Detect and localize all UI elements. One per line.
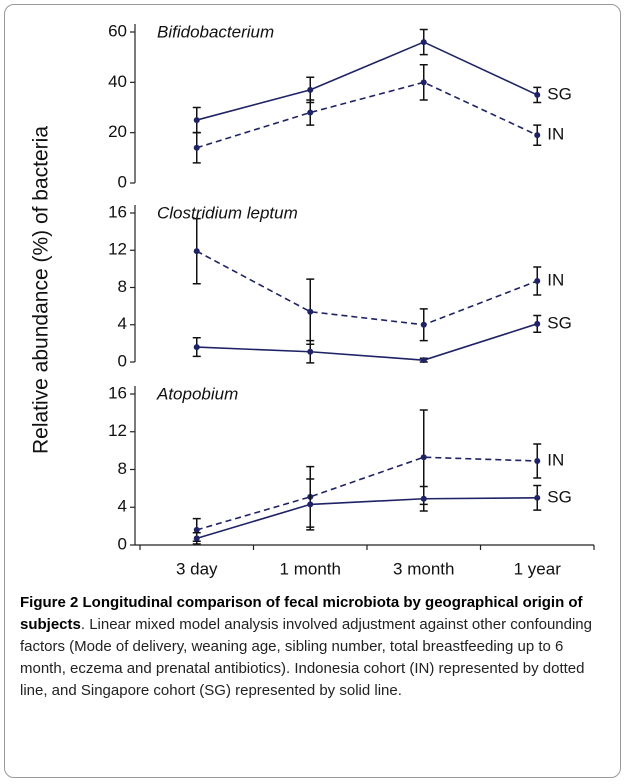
y-tick-label: 8: [118, 459, 127, 478]
y-tick-label: 0: [118, 351, 127, 370]
series-label: IN: [547, 125, 564, 144]
y-tick-label: 4: [118, 497, 127, 516]
y-tick-label: 16: [108, 202, 127, 221]
chart: Relative abundance (%) of bacteria Bifid…: [30, 21, 595, 578]
panel-title: Bifidobacterium: [157, 22, 274, 41]
series-line: [196, 250, 538, 326]
series-line: [196, 81, 538, 149]
y-tick-label: 12: [108, 240, 127, 259]
point: [420, 495, 427, 502]
panel-title: Clostridium leptum: [157, 203, 298, 222]
y-tick-label: 40: [108, 72, 127, 91]
y-tick-label: 4: [118, 314, 127, 333]
series-line: [196, 456, 538, 531]
caption-text: . Linear mixed model analysis involved a…: [20, 616, 592, 699]
series-line: [196, 323, 538, 361]
y-axis-label: Relative abundance (%) of bacteria: [30, 126, 53, 454]
caption-title: Figure 2 Longitudinal comparison of feca…: [20, 594, 583, 633]
series-line: [196, 41, 538, 121]
point: [534, 277, 541, 284]
point: [307, 109, 314, 116]
point: [193, 535, 200, 542]
point: [420, 321, 427, 328]
y-tick-label: 60: [108, 21, 127, 40]
point: [534, 458, 541, 465]
series-label: SG: [547, 313, 572, 332]
point: [534, 494, 541, 501]
point: [193, 144, 200, 151]
point: [307, 308, 314, 315]
series-label: IN: [547, 270, 564, 289]
point: [193, 248, 200, 255]
x-tick-label: 3 day: [176, 559, 218, 578]
x-tick-label: 1 year: [514, 559, 562, 578]
y-tick-label: 20: [108, 122, 127, 141]
point: [534, 91, 541, 98]
series-line: [196, 497, 538, 540]
y-tick-label: 8: [118, 277, 127, 296]
point: [534, 320, 541, 327]
x-tick-label: 3 month: [393, 559, 454, 578]
point: [193, 117, 200, 124]
x-tick-label: 1 month: [280, 559, 341, 578]
caption: Figure 2 Longitudinal comparison of feca…: [20, 592, 612, 702]
point: [420, 39, 427, 46]
point: [307, 348, 314, 355]
point: [420, 79, 427, 86]
series-label: SG: [547, 84, 572, 103]
point: [534, 132, 541, 139]
point: [193, 526, 200, 533]
y-tick-label: 12: [108, 421, 127, 440]
panel-title: Atopobium: [156, 384, 238, 403]
point: [420, 357, 427, 364]
y-tick-label: 16: [108, 383, 127, 402]
y-tick-label: 0: [118, 534, 127, 553]
series-label: SG: [547, 487, 572, 506]
y-tick-label: 0: [118, 172, 127, 191]
point: [307, 86, 314, 93]
point: [193, 344, 200, 351]
point: [420, 454, 427, 461]
figure-frame: [4, 4, 621, 778]
series-label: IN: [547, 450, 564, 469]
point: [307, 501, 314, 508]
